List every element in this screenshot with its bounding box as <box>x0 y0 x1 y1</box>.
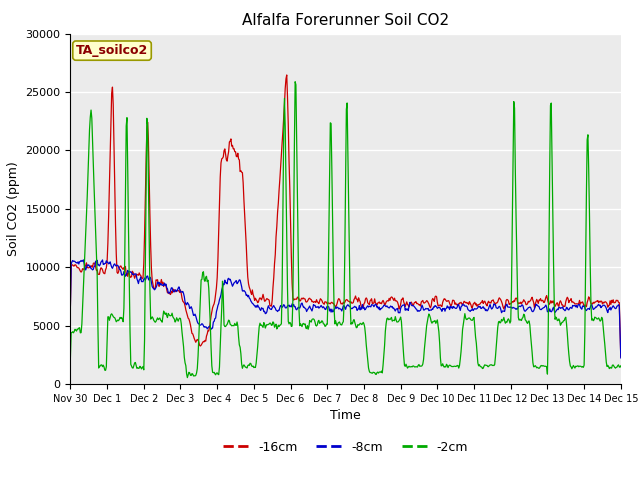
-16cm <box>211 297 219 303</box>
-16cm <box>67 303 74 309</box>
-16cm <box>445 300 453 306</box>
Line: -8cm: -8cm <box>70 260 621 358</box>
-2cm <box>184 375 191 381</box>
-8cm <box>212 315 220 321</box>
-16cm <box>283 72 291 78</box>
-16cm <box>392 298 399 304</box>
-8cm <box>67 303 74 309</box>
X-axis label: Time: Time <box>330 409 361 422</box>
-8cm <box>392 308 399 314</box>
-16cm <box>338 301 346 307</box>
-8cm <box>567 305 575 311</box>
-2cm <box>392 317 400 323</box>
-16cm <box>567 296 575 301</box>
Legend: -16cm, -8cm, -2cm: -16cm, -8cm, -2cm <box>218 436 473 459</box>
Line: -2cm: -2cm <box>70 82 621 378</box>
Title: Alfalfa Forerunner Soil CO2: Alfalfa Forerunner Soil CO2 <box>242 13 449 28</box>
-8cm <box>338 308 346 314</box>
-8cm <box>445 307 453 312</box>
-2cm <box>447 362 454 368</box>
-2cm <box>617 363 625 369</box>
Y-axis label: Soil CO2 (ppm): Soil CO2 (ppm) <box>7 161 20 256</box>
-2cm <box>339 320 346 326</box>
-2cm <box>212 372 220 378</box>
-8cm <box>79 257 87 263</box>
Text: TA_soilco2: TA_soilco2 <box>76 44 148 57</box>
-16cm <box>617 354 625 360</box>
-2cm <box>188 371 196 376</box>
-2cm <box>291 79 299 84</box>
-2cm <box>67 355 74 360</box>
-16cm <box>188 326 195 332</box>
-2cm <box>568 366 576 372</box>
-8cm <box>617 355 625 361</box>
Line: -16cm: -16cm <box>70 75 621 357</box>
-8cm <box>188 306 196 312</box>
